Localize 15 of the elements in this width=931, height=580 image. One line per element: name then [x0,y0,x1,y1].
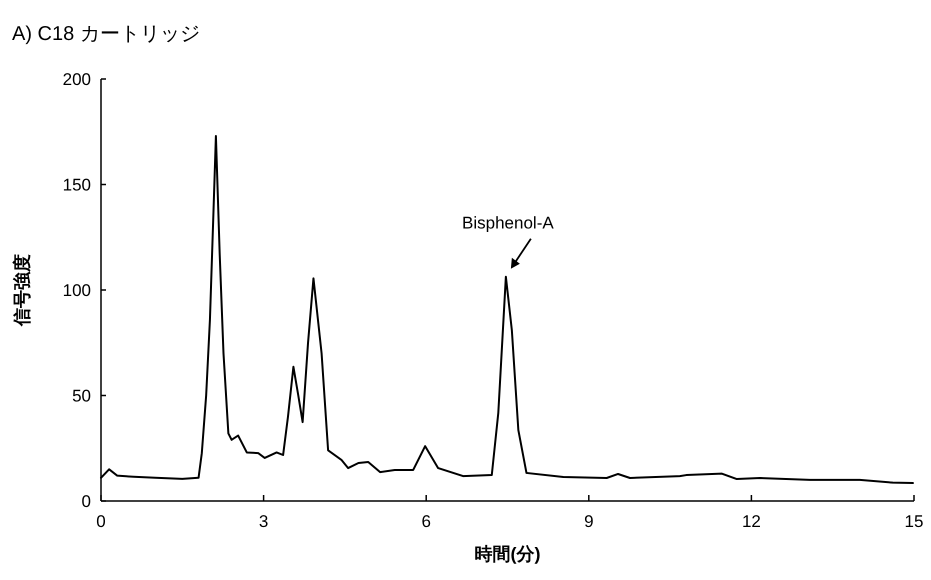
annotation: Bisphenol-A [462,214,554,233]
y-tick-label: 150 [62,176,91,194]
x-tick-label: 9 [584,512,594,531]
x-axis-title: 時間(分) [474,544,540,564]
x-tick-label: 12 [742,512,761,531]
y-tick-label: 50 [72,386,91,406]
y-axis-title: 信号強度 [12,254,32,327]
x-tick-label: 6 [421,512,431,531]
chart-title: A) C18 カートリッジ [12,23,200,45]
y-tick-label: 0 [82,492,91,511]
x-tick-label: 15 [904,512,924,531]
y-tick-label: 200 [62,70,91,89]
x-tick-label: 3 [258,512,268,531]
y-tick-label: 100 [62,281,91,300]
x-tick-label: 0 [96,512,106,531]
